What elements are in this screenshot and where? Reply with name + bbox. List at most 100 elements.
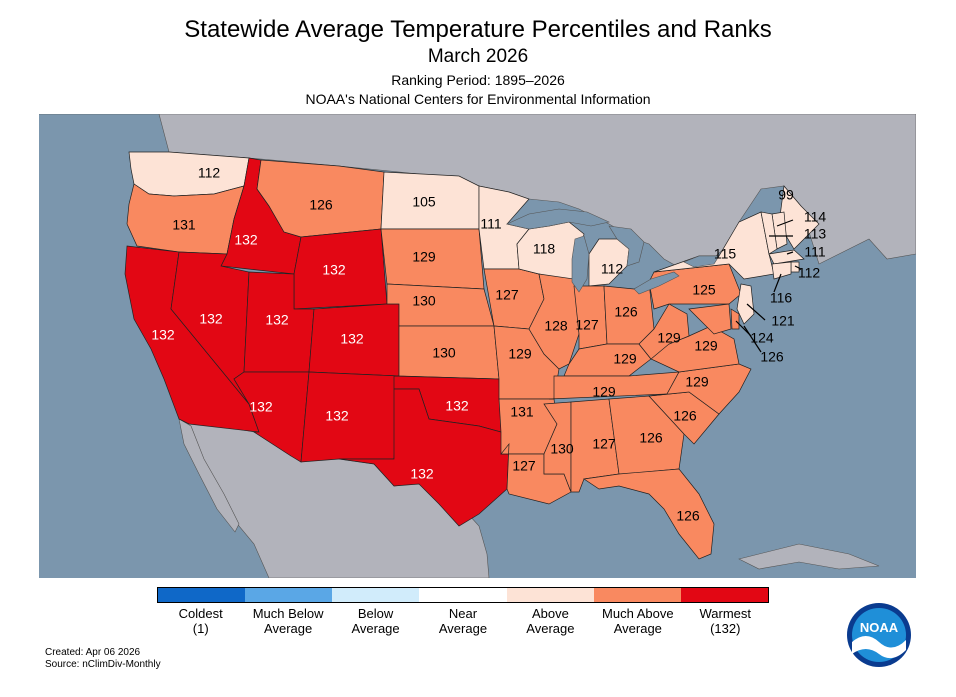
state-rank-ca: 132 (151, 327, 175, 343)
state-rank-ri: 112 (798, 265, 821, 281)
state-ct (771, 261, 792, 280)
noaa-logo-text: NOAA (860, 620, 899, 635)
callout-line-ct (773, 273, 782, 293)
legend-label: Near Average (419, 606, 506, 636)
created-date: Created: Apr 06 2026 (45, 647, 141, 658)
lake-ontario (683, 255, 720, 268)
map-subtitle: March 2026 (427, 46, 529, 67)
state-rank-nv: 132 (199, 311, 223, 327)
callout-line-ri (794, 265, 802, 270)
legend-swatch (419, 588, 507, 602)
lake-michigan (571, 235, 590, 293)
legend-swatch (593, 588, 681, 602)
legend-color-bar (157, 587, 769, 603)
legend-label-main: Below (357, 606, 394, 621)
agency-name: NOAA's National Centers for Environmenta… (305, 91, 651, 107)
state-rank-ks: 130 (432, 345, 456, 361)
ranking-period: Ranking Period: 1895–2026 (391, 72, 565, 88)
state-fl (583, 468, 715, 560)
legend-label: Coldest (1) (157, 606, 244, 636)
state-ma (768, 249, 805, 265)
state-rank-ia: 127 (495, 287, 519, 303)
state-nj (736, 283, 755, 325)
state-vt (760, 211, 778, 255)
legend-label-main: Above (531, 606, 569, 621)
callout-line-ma (786, 251, 794, 255)
legend-label-sub: (132) (710, 621, 741, 636)
callout-line-md (743, 325, 762, 353)
lake-erie (633, 271, 680, 295)
legend: Coldest (1) Much Below Average Below Average N… (157, 587, 769, 636)
state-rank-co: 132 (340, 331, 364, 347)
state-rank-me: 99 (778, 187, 794, 203)
legend-swatch (245, 588, 333, 602)
legend-swatch (680, 588, 768, 602)
legend-swatch (506, 588, 594, 602)
state-rank-ct: 116 (770, 290, 793, 306)
canada-land (39, 114, 916, 273)
state-rank-in: 127 (575, 317, 599, 333)
legend-labels: Coldest (1) Much Below Average Below Average N… (157, 606, 769, 636)
lake-huron (608, 225, 645, 267)
map-title: Statewide Average Temperature Percentile… (184, 16, 772, 43)
state-rank-al: 127 (592, 436, 616, 452)
state-rank-va: 129 (694, 338, 718, 354)
state-rank-ny: 115 (714, 246, 737, 262)
state-rank-mi: 112 (601, 261, 624, 277)
state-rank-sc: 126 (673, 408, 697, 424)
legend-swatch (158, 588, 246, 602)
state-rank-md: 126 (760, 349, 784, 365)
state-rank-wy: 132 (322, 262, 346, 278)
state-rank-nc: 129 (685, 374, 709, 390)
state-rank-ga: 126 (639, 430, 663, 446)
state-rank-ky: 129 (613, 351, 637, 367)
legend-label-main: Much Above (602, 606, 674, 621)
legend-label: Below Average (332, 606, 419, 636)
state-rank-mo: 129 (508, 346, 532, 362)
state-rank-oh: 126 (614, 304, 638, 320)
state-rank-tn: 129 (592, 384, 616, 400)
legend-label-sub: Average (264, 621, 313, 636)
legend-label: Above Average (507, 606, 594, 636)
legend-label-main: Coldest (178, 606, 223, 621)
legend-label-main: Near (448, 606, 478, 621)
state-rank-wa: 112 (198, 165, 221, 181)
legend-label-sub: (1) (192, 621, 209, 636)
state-md (688, 303, 732, 335)
legend-label-sub: Average (526, 621, 575, 636)
us-temperature-map: 112 131 132 132 132 126 132 132 132 132 132 105 129 1… (39, 114, 916, 578)
state-rank-mn: 111 (480, 216, 501, 232)
cuba-land (738, 543, 880, 570)
state-rank-il: 128 (544, 318, 568, 334)
state-nm (300, 371, 400, 463)
state-rank-la: 127 (512, 458, 536, 474)
state-rank-nd: 105 (412, 194, 436, 210)
state-rank-id: 132 (234, 232, 258, 248)
state-rank-vt: 113 (804, 226, 827, 242)
state-rank-ar: 131 (510, 404, 534, 420)
state-rank-wi: 118 (533, 241, 556, 257)
lake-superior (506, 208, 610, 230)
state-rank-az: 132 (249, 399, 273, 415)
data-source: Source: nClimDiv-Monthly (45, 659, 161, 670)
state-rank-wv: 129 (657, 330, 681, 346)
state-rank-nh: 114 (804, 209, 827, 225)
state-rank-pa: 125 (692, 282, 716, 298)
state-rank-de: 124 (750, 330, 774, 346)
state-rank-or: 131 (172, 217, 196, 233)
state-rank-nj: 121 (771, 313, 795, 329)
state-rank-ut: 132 (265, 312, 289, 328)
state-rank-sd: 129 (412, 249, 436, 265)
state-wy (293, 228, 388, 310)
state-rank-nm: 132 (325, 408, 349, 424)
state-ne (386, 283, 495, 327)
legend-label-sub: Average (613, 621, 662, 636)
state-rank-ma: 111 (804, 244, 825, 260)
baja-land (178, 418, 240, 533)
callout-line-nh (776, 219, 794, 227)
legend-label: Much Below Average (244, 606, 331, 636)
legend-swatch (332, 588, 420, 602)
legend-label: Much Above Average (594, 606, 681, 636)
state-rank-ms: 130 (550, 441, 574, 457)
legend-label: Warmest (132) (682, 606, 769, 636)
